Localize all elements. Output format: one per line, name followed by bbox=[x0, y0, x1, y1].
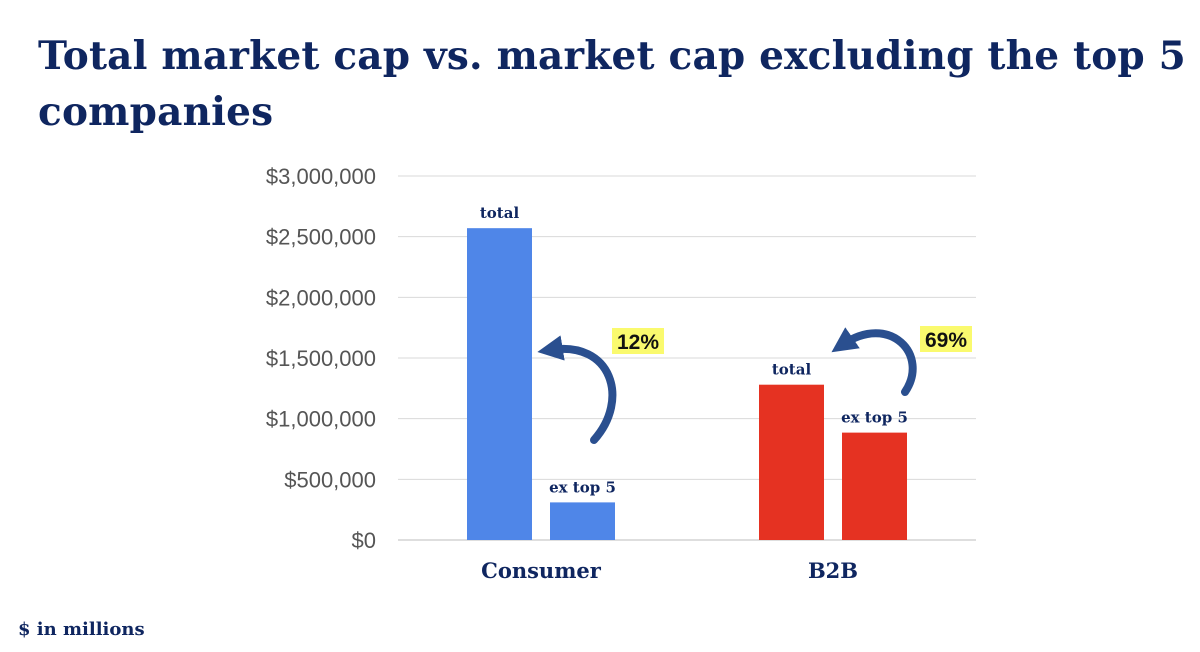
consumer-total-label: total bbox=[480, 204, 520, 222]
y-tick-label: $0 bbox=[352, 528, 376, 553]
y-tick-label: $3,000,000 bbox=[266, 164, 376, 189]
consumer-total-bar bbox=[467, 228, 532, 540]
consumer-curved-arrow bbox=[537, 335, 617, 444]
y-tick-label: $2,500,000 bbox=[266, 225, 376, 250]
consumer-ex-top5-bar bbox=[550, 502, 615, 540]
b2b-total-label: total bbox=[772, 361, 812, 379]
y-tick-label: $1,500,000 bbox=[266, 346, 376, 371]
b2b-total-bar bbox=[759, 384, 824, 540]
b2b-curved-arrow bbox=[831, 327, 917, 396]
consumer-pct-highlight bbox=[612, 328, 664, 354]
b2b-pct-highlight bbox=[920, 326, 972, 352]
b2b-pct-label: 69% bbox=[925, 329, 967, 352]
y-tick-label: $500,000 bbox=[284, 467, 376, 492]
consumer-pct-label: 12% bbox=[617, 331, 659, 354]
consumer-ex-top5-label: ex top 5 bbox=[549, 478, 616, 496]
consumer-category-label: Consumer bbox=[481, 558, 602, 583]
chart-title: Total market cap vs. market cap excludin… bbox=[38, 33, 1186, 135]
b2b-category-label: B2B bbox=[808, 558, 858, 583]
y-tick-label: $2,000,000 bbox=[266, 285, 376, 310]
y-tick-label: $1,000,000 bbox=[266, 407, 376, 432]
b2b-ex-top5-bar bbox=[842, 432, 907, 540]
units-footnote: $ in millions bbox=[18, 619, 145, 640]
b2b-ex-top5-label: ex top 5 bbox=[841, 409, 908, 427]
